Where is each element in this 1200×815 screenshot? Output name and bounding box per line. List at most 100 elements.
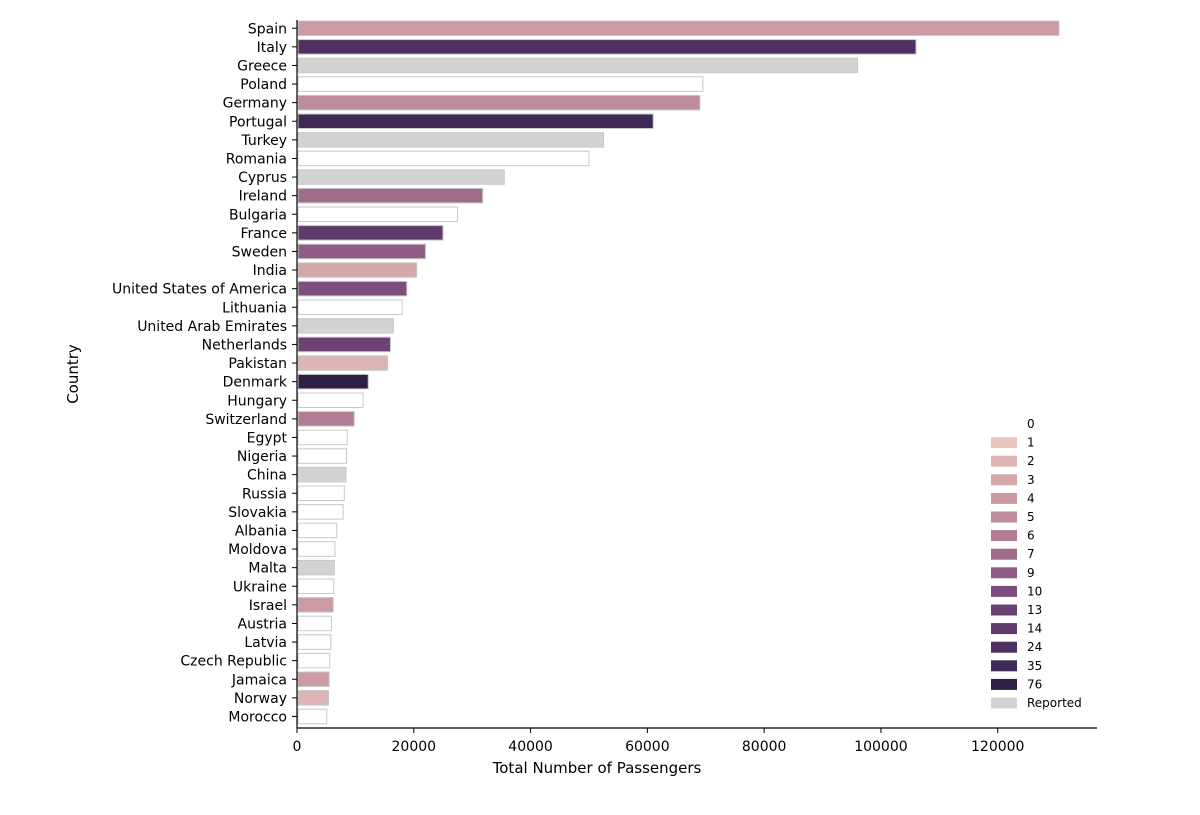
y-axis-title: Country	[64, 344, 82, 404]
y-tick-label: Greece	[237, 58, 287, 74]
bar-cyprus	[297, 169, 505, 185]
y-tick-label: Portugal	[229, 114, 287, 130]
bar-austria	[297, 615, 332, 632]
legend-swatch	[991, 641, 1017, 653]
legend-label: 3	[1027, 473, 1035, 487]
x-axis-title: Total Number of Passengers	[492, 759, 702, 777]
bar-malta	[297, 559, 335, 576]
y-tick-label: Russia	[242, 486, 287, 502]
legend-label: 10	[1027, 584, 1042, 598]
legend-swatch	[991, 455, 1017, 467]
legend-label: 5	[1027, 510, 1035, 524]
bar-united-states-of-america	[297, 280, 408, 297]
legend-swatch	[991, 437, 1017, 449]
bar-israel	[297, 597, 334, 613]
y-tick-label: Moldova	[228, 542, 287, 558]
y-tick-label: Czech Republic	[180, 654, 287, 670]
y-tick-label: Lithuania	[222, 300, 287, 316]
bar-poland	[297, 76, 704, 92]
bar-spain	[297, 20, 1060, 36]
bar-pakistan	[297, 355, 389, 371]
bar-nigeria	[297, 448, 348, 464]
y-tick-label: Norway	[234, 691, 287, 707]
y-tick-label: Turkey	[240, 133, 287, 149]
bar-egypt	[297, 429, 348, 446]
y-tick-label: Sweden	[232, 244, 287, 260]
x-tick-label: 100000	[854, 739, 907, 755]
bar-slovakia	[297, 504, 344, 520]
y-tick-label: Ireland	[239, 189, 287, 205]
y-tick-label: Romania	[226, 151, 287, 167]
legend-swatch	[991, 567, 1017, 579]
x-tick-label: 80000	[742, 739, 787, 755]
legend-swatch	[991, 530, 1017, 542]
bar-hungary	[297, 392, 364, 408]
legend-swatch	[991, 492, 1017, 504]
y-tick-label: Hungary	[227, 393, 287, 409]
y-tick-label: Albania	[235, 523, 287, 539]
bar-italy	[297, 39, 917, 55]
y-tick-label: Israel	[249, 598, 287, 614]
y-tick-label: China	[247, 468, 287, 484]
bar-turkey	[297, 132, 605, 148]
bar-lithuania	[297, 299, 403, 315]
bar-india	[297, 262, 418, 278]
bar-greece	[297, 57, 859, 74]
legend-swatch	[991, 548, 1017, 560]
bar-portugal	[297, 113, 654, 129]
bar-albania	[297, 522, 338, 539]
legend-label: 0	[1027, 417, 1035, 431]
legend-swatch	[991, 474, 1017, 486]
bar-morocco	[297, 708, 328, 725]
y-tick-label: Jamaica	[231, 672, 287, 688]
legend-label: 6	[1027, 529, 1035, 543]
y-tick-label: Ukraine	[233, 579, 287, 595]
legend-swatch	[991, 585, 1017, 597]
legend-label: 13	[1027, 603, 1042, 617]
bar-latvia	[297, 634, 332, 650]
y-tick-label: Latvia	[244, 635, 287, 651]
y-tick-label: Switzerland	[205, 412, 287, 428]
legend-label: 35	[1027, 659, 1042, 673]
legend-label: 14	[1027, 622, 1042, 636]
legend-label: 7	[1027, 547, 1035, 561]
y-tick-label: United Arab Emirates	[137, 319, 287, 335]
y-tick-label: Pakistan	[228, 356, 287, 372]
bar-ukraine	[297, 578, 335, 594]
bar-germany	[297, 94, 701, 111]
x-tick-label: 40000	[508, 739, 553, 755]
legend-label: 76	[1027, 677, 1042, 691]
legend-label: 4	[1027, 491, 1035, 505]
y-tick-label: Germany	[223, 96, 287, 112]
bar-united-arab-emirates	[297, 318, 394, 334]
y-tick-label: Denmark	[223, 375, 288, 391]
legend-swatch	[991, 697, 1017, 709]
bar-denmark	[297, 373, 369, 390]
x-tick-label: 20000	[392, 739, 437, 755]
bar-netherlands	[297, 336, 391, 353]
y-tick-label: Cyprus	[238, 170, 287, 186]
bar-france	[297, 225, 444, 241]
y-tick-label: India	[253, 263, 287, 279]
bar-sweden	[297, 243, 426, 260]
legend-swatch	[991, 511, 1017, 523]
y-tick-label: Malta	[248, 561, 287, 577]
bar-moldova	[297, 541, 336, 557]
y-tick-label: Spain	[248, 21, 287, 37]
y-tick-label: Austria	[238, 616, 287, 632]
bar-bulgaria	[297, 206, 459, 222]
legend-label: 1	[1027, 436, 1035, 450]
y-tick-label: Slovakia	[228, 505, 287, 521]
legend-label: 9	[1027, 566, 1035, 580]
bar-romania	[297, 150, 590, 167]
legend-swatch	[991, 604, 1017, 616]
legend-swatch	[991, 678, 1017, 690]
bar-switzerland	[297, 411, 355, 427]
legend-label: Reported	[1027, 696, 1082, 710]
y-tick-label: Bulgaria	[229, 207, 287, 223]
bar-jamaica	[297, 671, 330, 687]
y-tick-label: Morocco	[228, 709, 287, 725]
bar-ireland	[297, 187, 484, 204]
y-tick-label: France	[240, 226, 287, 242]
